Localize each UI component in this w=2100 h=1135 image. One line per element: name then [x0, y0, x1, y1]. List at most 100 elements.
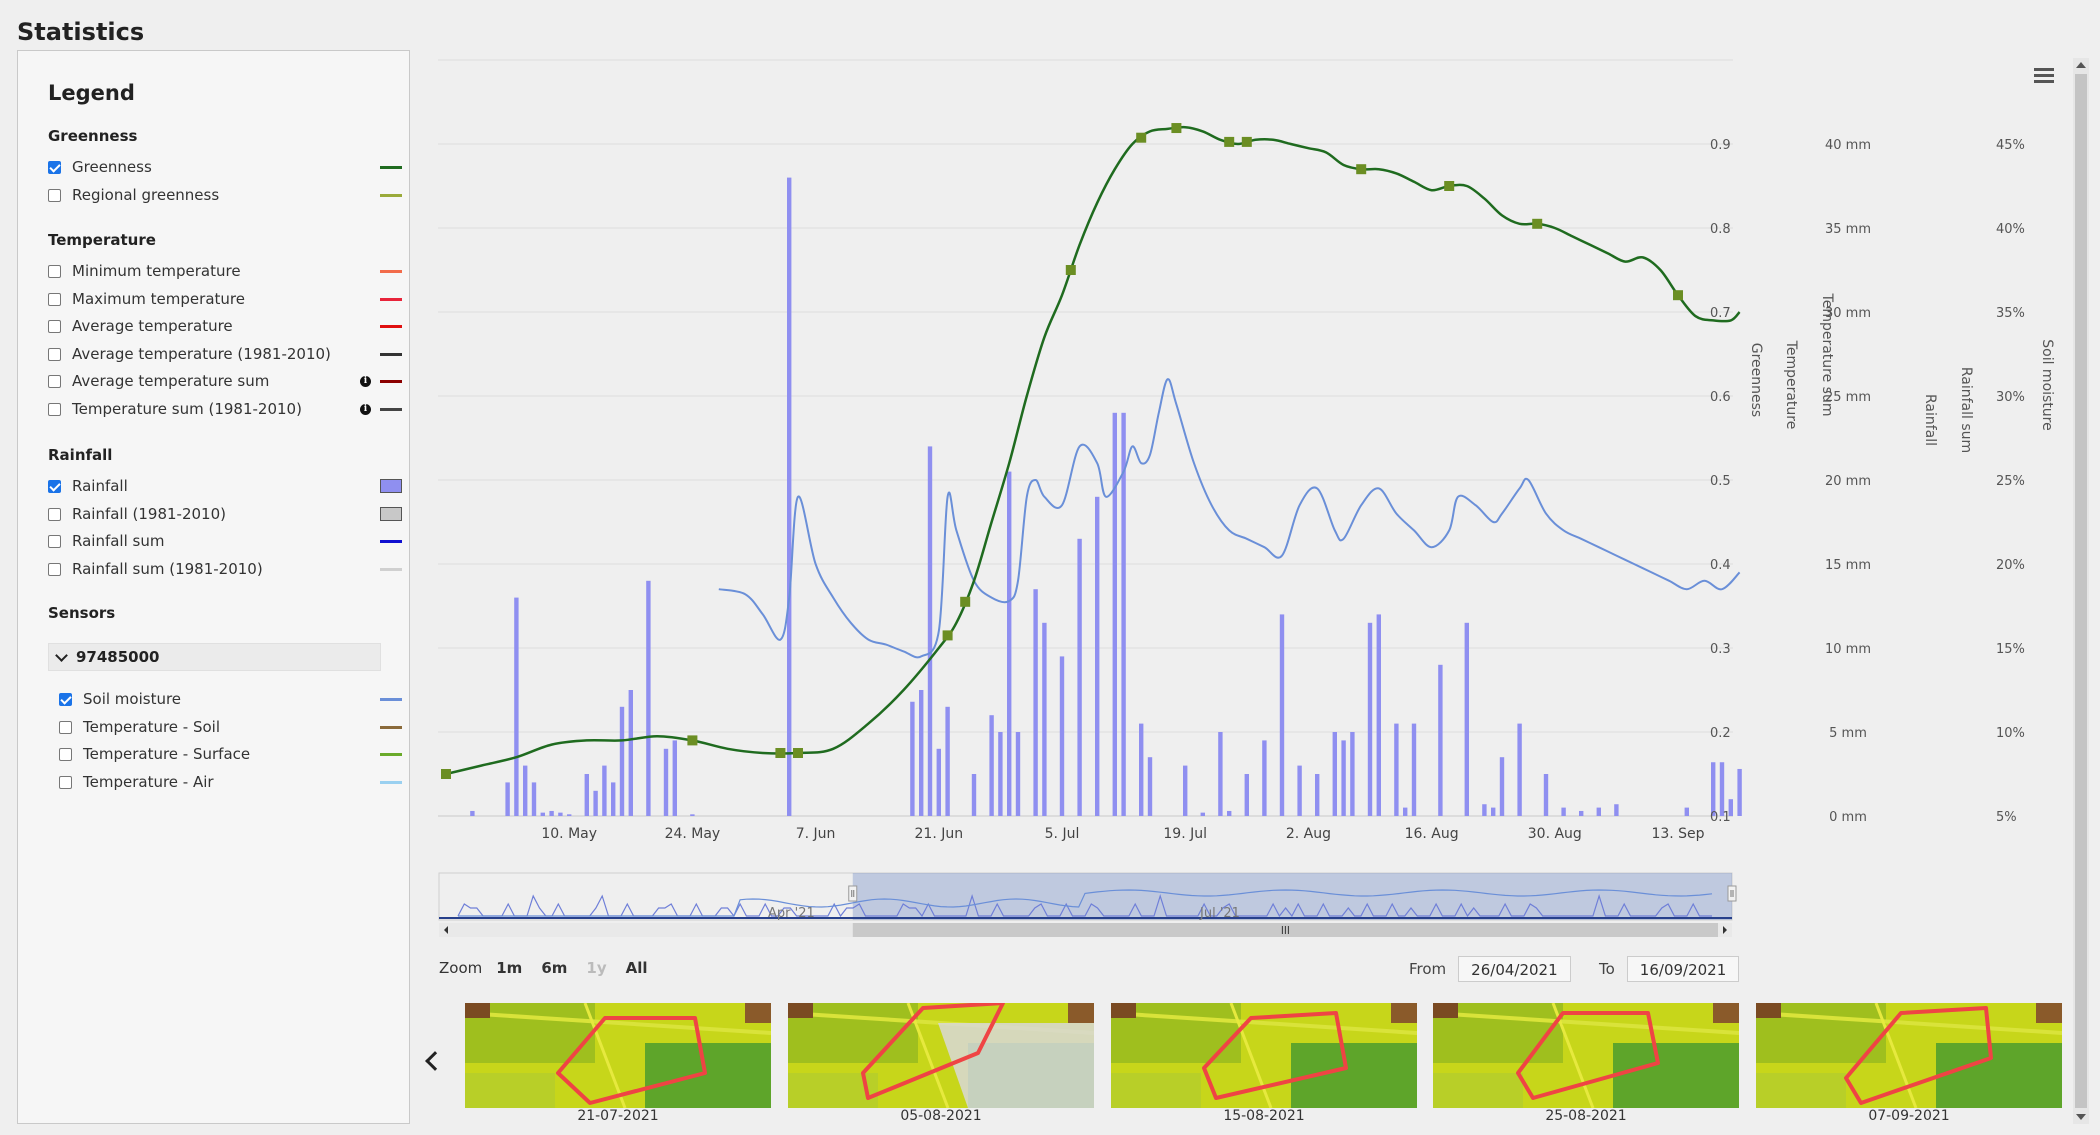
- rainfall-bar: [602, 765, 607, 816]
- checkbox[interactable]: [48, 292, 61, 306]
- legend-item[interactable]: Maximum temperature: [48, 288, 402, 310]
- to-label: To: [1599, 960, 1615, 978]
- y-axis-title: Rainfall: [1922, 394, 1938, 446]
- checkbox[interactable]: [59, 747, 72, 761]
- legend-item[interactable]: Rainfall sum: [48, 530, 402, 552]
- to-date-input[interactable]: 16/09/2021: [1626, 956, 1740, 982]
- info-icon[interactable]: i: [360, 375, 371, 387]
- checkbox[interactable]: [48, 374, 61, 388]
- navigator-selection: [852, 873, 1732, 920]
- checkbox[interactable]: [59, 692, 72, 706]
- zoom-button[interactable]: 1m: [496, 959, 523, 977]
- rainfall-bars: [470, 177, 1742, 817]
- legend-item[interactable]: Rainfall (1981-2010): [48, 503, 402, 525]
- legend-item[interactable]: Minimum temperature: [48, 260, 402, 282]
- zoom-button[interactable]: All: [625, 959, 648, 977]
- checkbox[interactable]: [59, 720, 72, 734]
- rainfall-bar: [1315, 774, 1320, 816]
- rainfall-bar: [1737, 768, 1742, 816]
- checkbox[interactable]: [48, 319, 61, 333]
- rainfall-bar: [1411, 723, 1417, 816]
- rainfall-bar: [1121, 412, 1126, 816]
- checkbox[interactable]: [48, 534, 61, 548]
- rainfall-bar: [549, 810, 554, 816]
- legend-item[interactable]: Average temperature sum i: [48, 370, 402, 392]
- scroll-up-icon[interactable]: [2076, 62, 2086, 68]
- rainfall-bar: [584, 774, 589, 816]
- legend-item[interactable]: Rainfall sum (1981-2010): [48, 558, 402, 580]
- legend-item[interactable]: Average temperature (1981-2010): [48, 343, 402, 365]
- rainfall-bar: [1033, 589, 1038, 816]
- thumbnail-date: 21-07-2021: [577, 1108, 659, 1124]
- checkbox[interactable]: [48, 507, 61, 521]
- sensor-item[interactable]: Temperature - Surface: [59, 743, 402, 765]
- rainfall-bar: [1728, 799, 1733, 816]
- legend-swatch: [380, 725, 402, 729]
- satellite-thumbnail[interactable]: [1756, 1003, 2062, 1108]
- legend-item[interactable]: Greenness: [48, 156, 402, 178]
- greenness-marker: [775, 748, 786, 758]
- zoom-button[interactable]: 1y: [586, 959, 607, 977]
- y-tick-label: 35%: [1996, 306, 2025, 321]
- zoom-button[interactable]: 6m: [541, 959, 568, 977]
- rainfall-bar: [1579, 810, 1584, 816]
- rainfall-bar: [1499, 757, 1505, 816]
- thumbnail-date: 05-08-2021: [900, 1108, 982, 1124]
- y-tick-label: 10 mm: [1825, 642, 1871, 657]
- greenness-marker: [1241, 136, 1252, 147]
- checkbox[interactable]: [48, 347, 61, 361]
- rainfall-bar: [1262, 740, 1267, 816]
- thumbnail-date: 07-09-2021: [1868, 1108, 1950, 1124]
- y-tick-label: 0.8: [1710, 222, 1731, 237]
- checkbox[interactable]: [48, 160, 61, 174]
- page-scrollbar[interactable]: [2073, 58, 2089, 1124]
- chart-menu-icon[interactable]: [2034, 68, 2054, 84]
- legend-item[interactable]: Rainfall: [48, 475, 402, 497]
- x-tick-label: 16. Aug: [1405, 826, 1459, 842]
- checkbox[interactable]: [48, 562, 61, 576]
- y-tick-label: 15 mm: [1825, 558, 1871, 573]
- scroll-down-icon[interactable]: [2076, 1114, 2086, 1120]
- sensor-expander[interactable]: 97485000: [48, 643, 381, 671]
- rainfall-bar: [1438, 664, 1443, 816]
- rainfall-bar: [919, 690, 924, 816]
- legend-item[interactable]: Regional greenness: [48, 184, 402, 206]
- greenness-line: [445, 125, 1741, 776]
- from-date-input[interactable]: 26/04/2021: [1458, 956, 1571, 982]
- scrollbar-thumb[interactable]: [2075, 74, 2087, 1108]
- sensor-item[interactable]: Soil moisture: [59, 688, 402, 710]
- info-icon[interactable]: i: [360, 403, 371, 415]
- legend-swatch: [380, 479, 402, 493]
- sensor-item[interactable]: Temperature - Soil: [59, 716, 402, 738]
- checkbox[interactable]: [48, 402, 61, 416]
- checkbox[interactable]: [48, 188, 61, 202]
- rainfall-bar: [1684, 807, 1689, 816]
- satellite-thumbnail[interactable]: [788, 1003, 1094, 1108]
- checkbox[interactable]: [59, 775, 72, 789]
- x-axis-ticks: 10. May 24. May 7. Jun 21. Jun 5. Jul 19. Jul…: [541, 826, 1704, 842]
- legend-item[interactable]: Average temperature: [48, 315, 402, 337]
- legend-group-title: Greenness: [48, 127, 138, 145]
- rainfall-bar: [1015, 732, 1021, 816]
- satellite-image: [1433, 1003, 1739, 1108]
- legend-swatch: [380, 780, 402, 784]
- legend-item[interactable]: Temperature sum (1981-2010) i: [48, 398, 402, 420]
- satellite-thumbnail[interactable]: [465, 1003, 771, 1108]
- x-tick-label: 10. May: [541, 826, 597, 842]
- x-tick-label: 7. Jun: [796, 826, 836, 842]
- x-tick-label: 21. Jun: [915, 826, 964, 842]
- satellite-thumbnail[interactable]: [1111, 1003, 1417, 1108]
- checkbox[interactable]: [48, 479, 61, 493]
- greenness-marker: [942, 630, 953, 641]
- y-tick-label: 0.1: [1710, 810, 1731, 825]
- sensor-item-label: Temperature - Air: [83, 773, 214, 791]
- field-boundary: [1516, 1011, 1660, 1100]
- thumbnail-date: 15-08-2021: [1223, 1108, 1305, 1124]
- legend-group-title: Temperature: [48, 231, 156, 249]
- satellite-thumbnail[interactable]: [1433, 1003, 1739, 1108]
- sensor-id: 97485000: [76, 648, 160, 666]
- rainfall-bar: [1482, 804, 1487, 816]
- sensor-item[interactable]: Temperature - Air: [59, 771, 402, 793]
- checkbox[interactable]: [48, 264, 61, 278]
